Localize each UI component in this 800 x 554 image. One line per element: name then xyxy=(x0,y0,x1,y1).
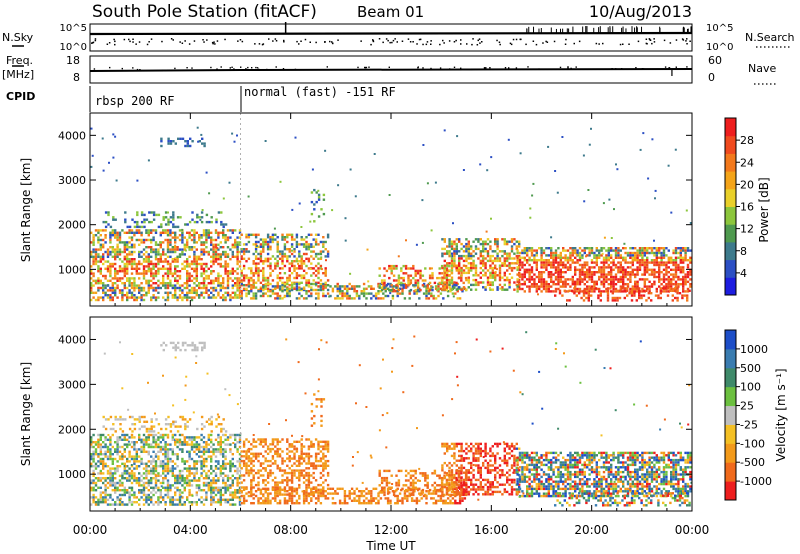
time-axis: 00:00 04:00 08:00 12:00 16:00 20:00 00:00 xyxy=(73,113,710,537)
time-tick-1: 04:00 xyxy=(173,523,208,537)
velocity-colorbar-label: Velocity [m s⁻¹] xyxy=(774,368,788,461)
beam-label: Beam 01 xyxy=(357,3,424,21)
count-panel xyxy=(89,22,693,52)
power-swatch-3 xyxy=(725,224,736,243)
count-tick-top-right: 10^5 xyxy=(706,23,733,34)
power-swatch-7 xyxy=(725,153,736,172)
power-swatch-6 xyxy=(725,171,736,190)
time-tick-5: 20:00 xyxy=(574,523,609,537)
velocity-ytick-3: 4000 xyxy=(58,333,86,346)
power-swatch-9 xyxy=(725,118,736,137)
power-ytick-1: 2000 xyxy=(58,219,86,232)
freq-unit: [MHz] xyxy=(2,68,34,81)
date-label: 10/Aug/2013 xyxy=(589,2,692,21)
power-swatch-2 xyxy=(725,241,736,261)
velocity-swatch-5 xyxy=(725,386,736,407)
velocity-cbar-tick-4: -25 xyxy=(740,418,758,431)
cpid-segment-2: normal (fast) -151 RF xyxy=(244,85,396,99)
nsky-label: N.Sky xyxy=(2,31,34,44)
power-cbar-tick-4: 20 xyxy=(740,178,754,191)
velocity-ytick-2: 3000 xyxy=(58,378,86,391)
time-tick-2: 08:00 xyxy=(273,523,308,537)
velocity-cbar-tick-2: 100 xyxy=(740,381,761,394)
power-ytick-3: 4000 xyxy=(58,129,86,142)
velocity-swatch-3 xyxy=(725,424,736,444)
count-tick-bottom-left: 10^0 xyxy=(60,42,87,53)
velocity-swatch-6 xyxy=(725,367,736,388)
power-cbar-tick-1: 8 xyxy=(740,245,747,258)
time-tick-0: 00:00 xyxy=(73,523,108,537)
power-swatch-4 xyxy=(725,206,736,225)
power-swatch-5 xyxy=(725,188,736,207)
power-cbar-tick-6: 28 xyxy=(740,134,754,147)
velocity-swatch-1 xyxy=(725,462,736,482)
cpid-segment-1: rbsp 200 RF xyxy=(95,94,174,108)
time-tick-6: 00:00 xyxy=(675,523,710,537)
time-tick-3: 12:00 xyxy=(374,523,409,537)
velocity-cbar-tick-5: -100 xyxy=(740,437,765,450)
power-swatch-8 xyxy=(725,135,736,154)
velocity-colorbar: 1000 500 100 25 -25 -100 -500 -1000 xyxy=(724,329,772,501)
nave-label: Nave xyxy=(748,62,776,75)
count-tick-bottom-right: 10^0 xyxy=(706,42,733,53)
velocity-cbar-tick-1: 500 xyxy=(740,362,761,375)
power-cbar-tick-3: 16 xyxy=(740,201,754,214)
station-title: South Pole Station (fitACF) xyxy=(92,2,317,22)
velocity-swatch-2 xyxy=(725,443,736,463)
freq-panel xyxy=(89,55,693,84)
nave-tick-top: 60 xyxy=(708,54,722,67)
velocity-cbar-tick-3: 25 xyxy=(740,400,754,413)
nsearch-label: N.Search xyxy=(745,31,795,44)
velocity-swatch-8 xyxy=(725,330,736,350)
freq-label: Freq. xyxy=(6,54,33,67)
velocity-cbar-tick-7: -1000 xyxy=(740,475,772,488)
freq-tick-bottom: 8 xyxy=(73,71,80,84)
velocity-swatch-4 xyxy=(725,405,736,425)
power-ytick-0: 1000 xyxy=(58,263,86,276)
velocity-ylabel: Slant Range [km] xyxy=(19,362,33,466)
time-tick-4: 16:00 xyxy=(474,523,509,537)
velocity-swatch-7 xyxy=(725,348,736,369)
power-ylabel: Slant Range [km] xyxy=(19,158,33,262)
nave-tick-bottom: 0 xyxy=(708,71,715,84)
power-cbar-tick-2: 12 xyxy=(740,223,754,236)
power-colorbar: 4 8 12 16 20 24 28 xyxy=(724,117,754,296)
time-axis-label: Time UT xyxy=(365,539,416,553)
power-colorbar-label: Power [dB] xyxy=(757,177,771,242)
power-panel: 1000 2000 3000 4000 xyxy=(58,112,693,307)
velocity-cbar-tick-0: 1000 xyxy=(740,343,768,356)
velocity-ytick-0: 1000 xyxy=(58,468,86,481)
power-swatch-0 xyxy=(725,277,736,296)
velocity-ytick-1: 2000 xyxy=(58,423,86,436)
velocity-swatch-0 xyxy=(725,481,736,501)
power-swatch-1 xyxy=(725,259,736,278)
count-tick-top-left: 10^5 xyxy=(60,23,87,34)
power-cbar-tick-5: 24 xyxy=(740,156,754,169)
freq-tick-top: 18 xyxy=(66,54,80,67)
velocity-cbar-tick-6: -500 xyxy=(740,456,765,469)
cpid-label: CPID xyxy=(6,90,35,103)
power-cbar-tick-0: 4 xyxy=(740,267,747,280)
velocity-panel: 1000 2000 3000 4000 xyxy=(58,316,693,512)
power-ytick-2: 3000 xyxy=(58,174,86,187)
